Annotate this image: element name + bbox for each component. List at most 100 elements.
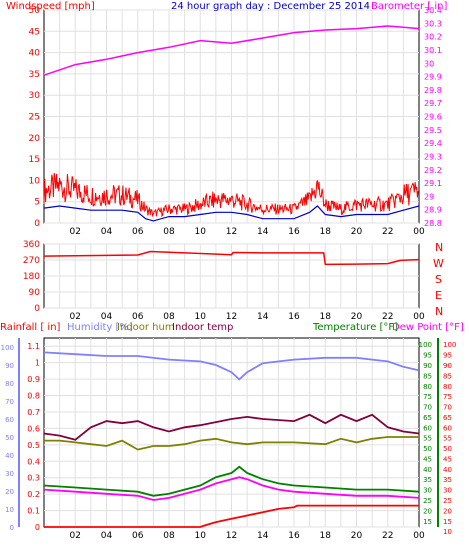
wind-y-tick: 30 [29,91,41,101]
dewpoint-y-tick: 20 [443,507,452,515]
baro-y-tick: 29.2 [424,166,442,175]
baro-y-tick: 29.8 [424,86,442,95]
x-tick-label: 08 [163,531,175,541]
baro-y-tick: 29.7 [424,99,442,108]
x-tick-label: 10 [195,312,207,322]
wind-y-tick: 35 [29,70,40,80]
temp-y-tick: 55 [423,435,432,443]
wind-y-tick: 0 [34,219,40,229]
humidity-line [43,351,420,381]
dewpoint-y-tick: 35 [443,476,452,484]
wind-y-tick: 20 [29,134,41,144]
direction-y-tick: 360 [23,240,40,250]
humidity-label: Humidity [%] [67,322,133,333]
baro-y-tick: 29.6 [424,113,442,122]
temperature-label: Temperature [°F] [312,322,398,333]
humidity-y-tick: 10 [5,506,14,514]
humidity-y-tick: 0 [10,524,14,532]
temp-y-tick: 35 [423,476,432,484]
x-tick-label: 08 [163,312,175,322]
wind-y-tick: 15 [29,155,40,165]
barometer-line [43,25,420,76]
x-tick-label: 12 [226,531,237,541]
baro-y-tick: 28.8 [424,219,442,228]
rain-y-tick: 0.3 [27,474,40,483]
baro-y-tick: 30.4 [424,6,442,15]
rain-y-tick: 1.1 [27,342,40,351]
dewpoint-y-tick: 25 [443,497,452,505]
x-tick-label: 20 [351,312,363,322]
dewpoint-y-tick: 80 [443,383,452,391]
temp-y-tick: 45 [423,455,432,463]
x-tick-label: 04 [101,531,113,541]
rain-y-tick: 0.1 [27,507,40,516]
direction-y-tick: 0 [34,304,40,314]
dewpoint-y-tick: 70 [443,404,452,412]
x-tick-label: 02 [70,312,81,322]
dewpoint-y-tick: 55 [443,435,452,443]
series-lines [43,25,420,528]
x-tick-label: 16 [288,227,300,237]
x-tick-label: 04 [101,312,113,322]
rain-y-tick: 1 [35,359,40,368]
wind-y-tick: 10 [29,176,41,186]
temp-y-tick: 90 [423,362,432,370]
humidity-y-tick: 30 [5,470,14,478]
x-tick-label: 00 [413,531,425,541]
x-tick-label: 22 [382,227,393,237]
compass-n-bottom: N [435,305,443,318]
baro-y-tick: 29 [424,192,434,201]
baro-y-tick: 30.1 [424,46,442,55]
temp-y-tick: 25 [423,497,432,505]
dewpoint-y-tick: 75 [443,393,452,401]
compass-n-top: N [435,241,443,254]
x-tick-label: 02 [70,227,81,237]
baro-y-tick: 29.3 [424,152,442,161]
wind-average-line [43,205,420,222]
rain-y-tick: 0.5 [27,441,40,450]
temp-y-tick: 85 [423,372,432,380]
x-tick-label: 06 [132,227,144,237]
x-tick-label: 00 [413,312,425,322]
wind-y-tick: 45 [29,27,40,37]
windspeed-line [43,172,419,218]
x-tick-label: 20 [351,227,363,237]
rain-y-tick: 0.4 [27,457,40,466]
x-tick-label: 18 [320,227,332,237]
dewpoint-y-tick: 100 [443,341,456,349]
temperature-line [43,465,420,497]
x-tick-label: 20 [351,531,363,541]
dewpoint-y-tick: 60 [443,424,452,432]
x-tick-label: 06 [132,531,144,541]
barometer-axis-label: Barometer [ in] [371,1,447,12]
tick-labels: 0510152025303540455028.828.92929.129.229… [1,6,457,541]
baro-y-tick: 29.4 [424,139,442,148]
dewpoint-y-tick: 50 [443,445,452,453]
rain-y-tick: 0.6 [27,424,40,433]
x-tick-label: 04 [101,227,113,237]
temp-y-tick: 65 [423,414,432,422]
humidity-y-tick: 60 [5,416,14,424]
baro-y-tick: 29.5 [424,126,442,135]
temp-y-tick: 80 [423,383,432,391]
x-tick-label: 10 [195,531,207,541]
humidity-axis-bar [18,338,20,527]
rain-y-tick: 0.9 [27,375,40,384]
wind-y-tick: 50 [29,6,41,16]
dewpoint-y-tick: 90 [443,362,452,370]
temp-y-tick: 20 [423,507,432,515]
wind-direction-line [43,250,420,266]
dewpoint-y-tick: 45 [443,455,452,463]
dewpoint-y-tick: 15 [443,518,452,526]
baro-y-tick: 30 [424,59,434,68]
dewpoint-y-tick: 10 [443,528,452,536]
baro-y-tick: 28.9 [424,206,442,215]
chart-title: 24 hour graph day : December 25 2014 [171,1,370,12]
rain-y-tick: 0.7 [27,408,40,417]
x-tick-label: 12 [226,227,237,237]
humidity-y-tick: 50 [5,434,14,442]
baro-y-tick: 30.3 [424,19,442,28]
x-tick-label: 14 [257,312,269,322]
temp-y-tick: 50 [423,445,432,453]
